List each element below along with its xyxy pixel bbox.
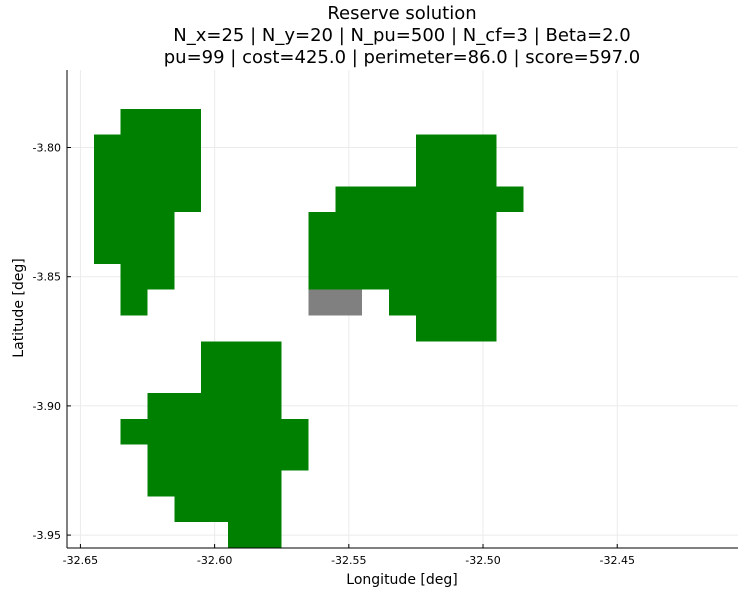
selected-cell-block-6 xyxy=(335,186,524,213)
selected-cell-block-15 xyxy=(147,470,282,497)
chart-subtitle-line-1: N_x=25 | N_y=20 | N_pu=500 | N_cf=3 | Be… xyxy=(173,25,630,46)
selected-cell-block-2 xyxy=(93,212,175,264)
selected-cell-block-5 xyxy=(415,134,497,187)
locked-cell-block-8 xyxy=(308,289,363,316)
y-tick-label-2: -3.90 xyxy=(33,400,61,413)
x-tick-label-2: -32.55 xyxy=(331,554,366,567)
x-tick-label-4: -32.45 xyxy=(599,554,634,567)
y-tick-label-3: -3.95 xyxy=(33,529,61,542)
selected-cell-block-10 xyxy=(415,315,497,342)
x-axis-label: Longitude [deg] xyxy=(346,572,457,588)
axes xyxy=(66,70,738,549)
selected-cell-block-11 xyxy=(201,341,282,393)
y-tick-label-1: -3.85 xyxy=(33,271,61,284)
y-tick-label-0: -3.80 xyxy=(33,142,61,155)
y-axis-label: Latitude [deg] xyxy=(11,258,27,357)
chart-subtitle-line-2: pu=99 | cost=425.0 | perimeter=86.0 | sc… xyxy=(164,47,640,68)
x-tick-label-1: -32.60 xyxy=(197,554,232,567)
selected-cell-block-12 xyxy=(147,392,282,419)
selected-cell-block-13 xyxy=(120,418,309,445)
planning-unit-cells xyxy=(93,108,524,548)
x-axis-ticks: -32.65 -32.60 -32.55 -32.50 -32.45 xyxy=(63,544,635,567)
y-axis-ticks: -3.80 -3.85 -3.90 -3.95 xyxy=(33,142,71,542)
x-tick-label-3: -32.50 xyxy=(465,554,500,567)
selected-cell-block-14 xyxy=(147,444,309,471)
selected-cell-block-9 xyxy=(389,289,497,316)
selected-cell-block-4 xyxy=(120,289,148,316)
selected-cell-block-3 xyxy=(120,263,175,290)
chart-title: Reserve solution xyxy=(327,3,476,24)
x-tick-label-0: -32.65 xyxy=(63,554,98,567)
selected-cell-block-1 xyxy=(93,134,202,213)
selected-cell-block-17 xyxy=(228,522,282,548)
selected-cell-block-16 xyxy=(174,496,282,523)
selected-cell-block-7 xyxy=(308,212,497,290)
selected-cell-block-0 xyxy=(120,108,202,135)
